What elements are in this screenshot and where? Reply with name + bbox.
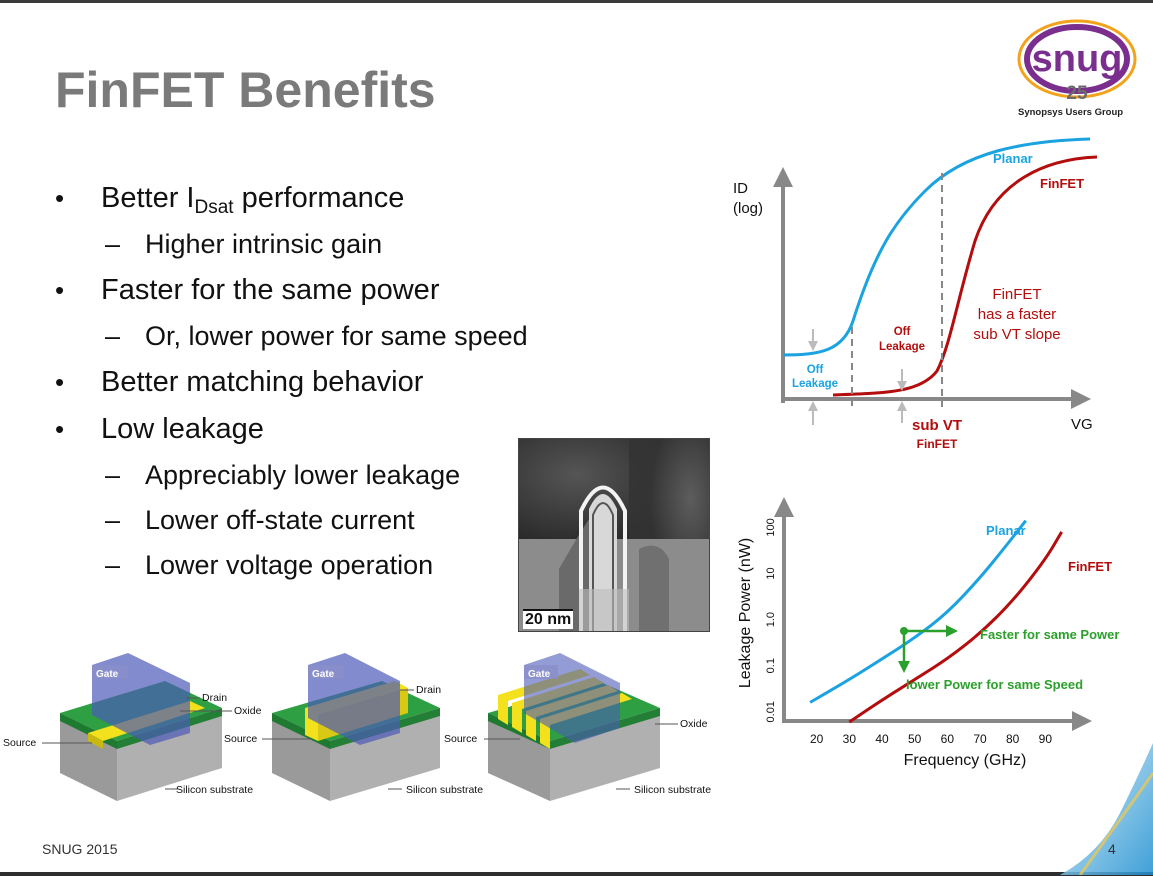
single-fin-transistor-diagram: Gate Drain Source Silicon substrate bbox=[224, 653, 483, 801]
svg-text:Source: Source bbox=[444, 733, 477, 745]
bullet-list: Better IDsat performance Higher intrinsi… bbox=[55, 175, 555, 588]
bullet-item: Faster for the same power bbox=[55, 267, 555, 314]
svg-text:Drain: Drain bbox=[202, 692, 227, 704]
y-tick-label: 0.1 bbox=[765, 658, 777, 673]
series-line-finfet bbox=[848, 531, 1063, 724]
bullet-item: Better IDsat performance bbox=[55, 175, 555, 222]
y-axis-label-sub: (log) bbox=[733, 200, 763, 217]
multi-fin-transistor-diagram: Gate Oxide Source Silicon substrate bbox=[444, 653, 711, 801]
x-tick-label: 60 bbox=[941, 732, 955, 746]
svg-text:FinFET: FinFET bbox=[917, 437, 958, 451]
y-axis-label: Leakage Power (nW) bbox=[737, 538, 754, 688]
svg-text:Leakage: Leakage bbox=[879, 341, 925, 353]
bullet-item: Low leakage bbox=[55, 406, 555, 453]
svg-text:Gate: Gate bbox=[96, 669, 119, 680]
lower-annotation: lower Power for same Speed bbox=[906, 677, 1083, 692]
svg-text:Source: Source bbox=[224, 733, 257, 745]
y-tick-labels: 0.01 0.1 1.0 10 100 bbox=[765, 518, 777, 722]
svg-text:Gate: Gate bbox=[312, 669, 335, 680]
x-tick-label: 20 bbox=[810, 732, 824, 746]
sub-bullet-item: Lower voltage operation bbox=[55, 543, 555, 588]
sub-bullet-item: Higher intrinsic gain bbox=[55, 222, 555, 267]
sub-bullet-item: Lower off-state current bbox=[55, 498, 555, 543]
finfet-label: FinFET bbox=[1040, 176, 1084, 191]
decorative-swoosh bbox=[1060, 743, 1153, 875]
svg-text:sub VT slope: sub VT slope bbox=[973, 326, 1060, 343]
x-tick-label: 90 bbox=[1039, 732, 1053, 746]
logo-mark: snug bbox=[1032, 38, 1123, 80]
svg-text:FinFET: FinFET bbox=[992, 286, 1041, 303]
svg-text:Oxide: Oxide bbox=[234, 705, 262, 717]
svg-text:Oxide: Oxide bbox=[680, 718, 708, 730]
sub-bullet-item: Or, lower power for same speed bbox=[55, 314, 555, 359]
x-tick-labels: 20 30 40 50 60 70 80 90 bbox=[810, 732, 1052, 746]
tem-micrograph: 20 nm bbox=[518, 438, 710, 632]
transistor-diagrams: Gate Drain Oxide Source Silicon substrat… bbox=[3, 653, 711, 801]
planar-label: Planar bbox=[993, 151, 1033, 166]
leakage-frequency-chart: Leakage Power (nW) Frequency (GHz) 20 30 4… bbox=[737, 497, 1119, 769]
page-number: 4 bbox=[1108, 841, 1116, 857]
snug-logo: snug 25 bbox=[1017, 19, 1137, 104]
x-tick-label: 80 bbox=[1006, 732, 1020, 746]
svg-text:Silicon substrate: Silicon substrate bbox=[634, 784, 711, 796]
annotation-arrows bbox=[898, 625, 958, 673]
svg-text:Leakage: Leakage bbox=[792, 378, 838, 390]
x-axis-label: Frequency (GHz) bbox=[904, 752, 1027, 769]
scale-bar-label: 20 nm bbox=[523, 609, 574, 629]
y-tick-label: 100 bbox=[765, 518, 777, 536]
x-tick-label: 40 bbox=[875, 732, 889, 746]
planar-transistor-diagram: Gate Drain Oxide Source Silicon substrat… bbox=[3, 653, 262, 801]
finfet-curve bbox=[832, 155, 1098, 397]
y-tick-label: 0.01 bbox=[765, 701, 777, 722]
footer-text: SNUG 2015 bbox=[42, 841, 118, 857]
svg-text:Silicon substrate: Silicon substrate bbox=[176, 784, 253, 796]
slide-title: FinFET Benefits bbox=[55, 62, 436, 118]
svg-text:has a faster: has a faster bbox=[978, 306, 1056, 323]
y-tick-label: 10 bbox=[765, 567, 777, 579]
planar-curve bbox=[782, 137, 1091, 357]
svg-text:Source: Source bbox=[3, 737, 36, 749]
svg-text:sub VT: sub VT bbox=[912, 417, 962, 434]
sub-bullet-item: Appreciably lower leakage bbox=[55, 453, 555, 498]
svg-text:Silicon substrate: Silicon substrate bbox=[406, 784, 483, 796]
planar-series-label: Planar bbox=[986, 523, 1026, 538]
x-tick-label: 70 bbox=[973, 732, 987, 746]
series-line-planar bbox=[809, 519, 1027, 704]
x-axis-label: VG bbox=[1071, 416, 1093, 433]
y-axis-label: ID bbox=[733, 180, 748, 197]
x-tick-label: 50 bbox=[908, 732, 922, 746]
svg-text:Gate: Gate bbox=[528, 669, 551, 680]
logo-number: 25 bbox=[1066, 83, 1088, 104]
svg-text:Off: Off bbox=[894, 326, 911, 338]
finfet-series-label: FinFET bbox=[1068, 559, 1112, 574]
svg-text:Drain: Drain bbox=[416, 684, 441, 696]
svg-text:Off: Off bbox=[807, 364, 824, 376]
id-vg-chart: ID (log) VG Planar FinFET FinFET has a f… bbox=[733, 137, 1098, 451]
y-tick-label: 1.0 bbox=[765, 612, 777, 627]
x-tick-label: 30 bbox=[843, 732, 857, 746]
faster-annotation: Faster for same Power bbox=[980, 627, 1119, 642]
bullet-item: Better matching behavior bbox=[55, 359, 555, 406]
logo-subtitle: Synopsys Users Group bbox=[1018, 107, 1124, 118]
